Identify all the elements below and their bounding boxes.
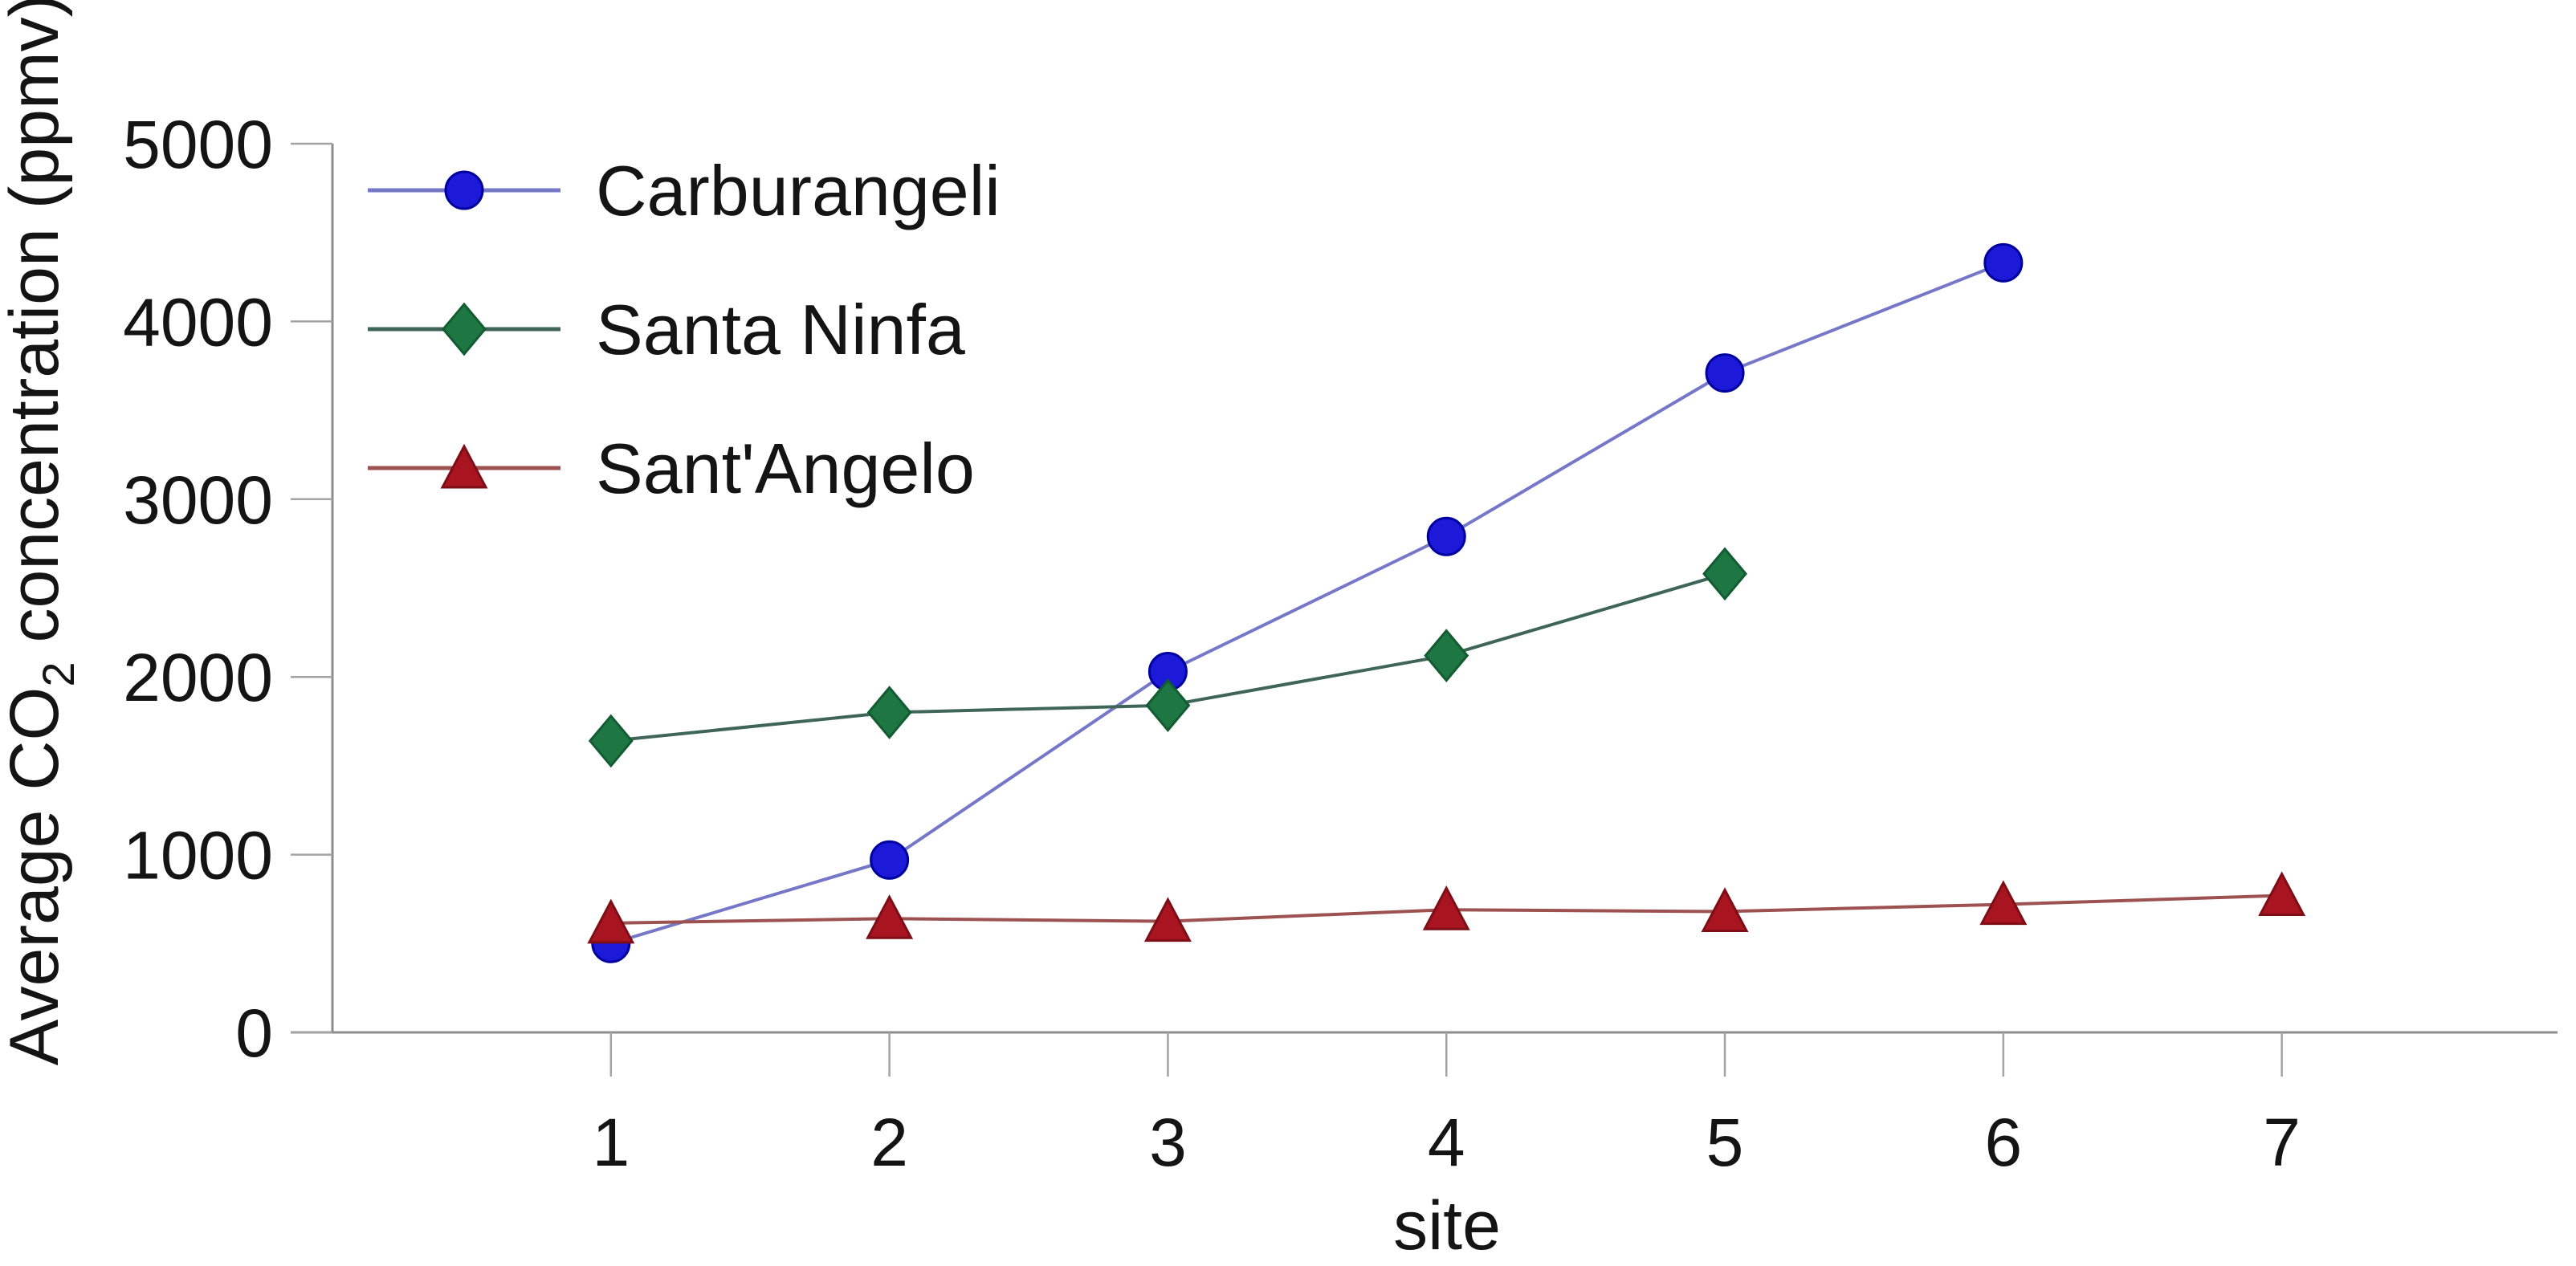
- y-axis-title-post: concentration (ppmv): [0, 0, 73, 661]
- data-point-circle: [1705, 353, 1745, 393]
- series-sant-angelo: [587, 871, 2306, 944]
- y-axis-title-pre: Average CO: [0, 687, 73, 1066]
- x-tick-label: 7: [2263, 1105, 2301, 1180]
- legend-label: Santa Ninfa: [596, 290, 965, 369]
- data-point-diamond: [1702, 547, 1747, 601]
- x-axis-title: site: [1393, 1187, 1501, 1264]
- data-point-diamond: [866, 686, 912, 739]
- y-tick-label: 0: [235, 995, 273, 1071]
- data-point-circle: [1426, 516, 1466, 556]
- x-tick-label: 1: [592, 1105, 630, 1180]
- y-tick-label: 2000: [123, 640, 273, 715]
- data-point-triangle: [1979, 880, 2028, 926]
- x-tick-label: 5: [1706, 1105, 1744, 1180]
- data-point-circle: [870, 840, 910, 880]
- series-santa-ninfa: [588, 547, 1747, 768]
- data-point-triangle: [866, 894, 914, 939]
- data-point-triangle: [1143, 897, 1192, 942]
- legend-entry-santa-ninfa: Santa Ninfa: [368, 290, 965, 369]
- legend-entry-carburangeli: Carburangeli: [368, 151, 1001, 230]
- y-axis-title-subscript: 2: [33, 661, 84, 686]
- series-layer: [587, 242, 2306, 963]
- legend-circle-icon: [444, 170, 484, 210]
- data-point-triangle: [587, 898, 635, 944]
- data-point-triangle: [1422, 885, 1470, 930]
- data-point-triangle: [1701, 887, 1749, 932]
- legend-entry-sant-angelo: Sant'Angelo: [368, 429, 975, 508]
- data-point-circle: [1983, 242, 2024, 283]
- y-tick-label: 3000: [123, 462, 273, 538]
- y-axis-title: Average CO2 concentration (ppmv): [0, 0, 84, 1065]
- x-tick-label: 2: [870, 1105, 908, 1180]
- x-tick-label: 6: [1984, 1105, 2022, 1180]
- x-tick-label: 3: [1149, 1105, 1187, 1180]
- axes-layer: 0 1000 2000 3000 4000 5000 1 2 3 4 5 6 7: [123, 107, 2558, 1180]
- y-tick-label: 5000: [123, 107, 273, 182]
- y-tick-label: 1000: [123, 818, 273, 894]
- data-point-triangle: [2258, 871, 2306, 917]
- data-point-diamond: [1424, 629, 1469, 682]
- data-point-diamond: [588, 714, 634, 768]
- series-line: [610, 261, 2004, 946]
- legend-triangle-icon: [440, 443, 488, 489]
- y-tick-label: 4000: [123, 284, 273, 360]
- legend: Carburangeli Santa Ninfa Sant'Angelo: [368, 151, 1001, 508]
- x-tick-label: 4: [1428, 1105, 1465, 1180]
- legend-label: Sant'Angelo: [596, 429, 975, 508]
- legend-diamond-icon: [442, 302, 487, 356]
- legend-label: Carburangeli: [596, 151, 1001, 230]
- data-point-diamond: [1145, 678, 1191, 732]
